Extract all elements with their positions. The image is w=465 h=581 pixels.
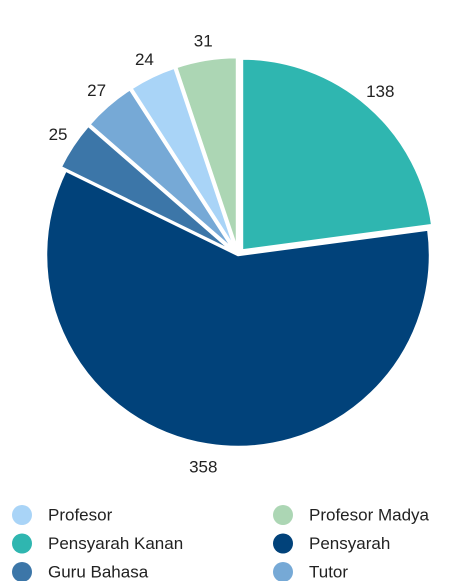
legend-swatch bbox=[273, 533, 293, 554]
legend-label: Profesor Madya bbox=[309, 505, 430, 524]
pie-slice bbox=[44, 168, 432, 449]
data-label: 138 bbox=[366, 82, 394, 101]
pie-slice bbox=[174, 55, 239, 250]
pie-slice bbox=[87, 87, 236, 252]
legend-label: Pensyarah bbox=[309, 534, 390, 553]
data-label: 358 bbox=[189, 458, 217, 477]
legend-label: Guru Bahasa bbox=[48, 562, 149, 581]
pie-slice bbox=[129, 65, 237, 251]
legend-swatch bbox=[12, 562, 32, 581]
data-label: 27 bbox=[87, 81, 106, 100]
pie-slice bbox=[58, 123, 234, 253]
legend-label: Tutor bbox=[309, 562, 348, 581]
legend-label: Pensyarah Kanan bbox=[48, 534, 183, 553]
legend-swatch bbox=[273, 562, 293, 581]
legend-swatch bbox=[12, 533, 32, 554]
data-label: 25 bbox=[49, 125, 68, 144]
pie-slice bbox=[240, 57, 434, 252]
legend-swatch bbox=[273, 505, 293, 525]
legend-label: Profesor bbox=[48, 505, 113, 524]
legend-swatch bbox=[12, 505, 32, 525]
data-label: 31 bbox=[194, 31, 213, 50]
data-label: 24 bbox=[135, 50, 154, 69]
